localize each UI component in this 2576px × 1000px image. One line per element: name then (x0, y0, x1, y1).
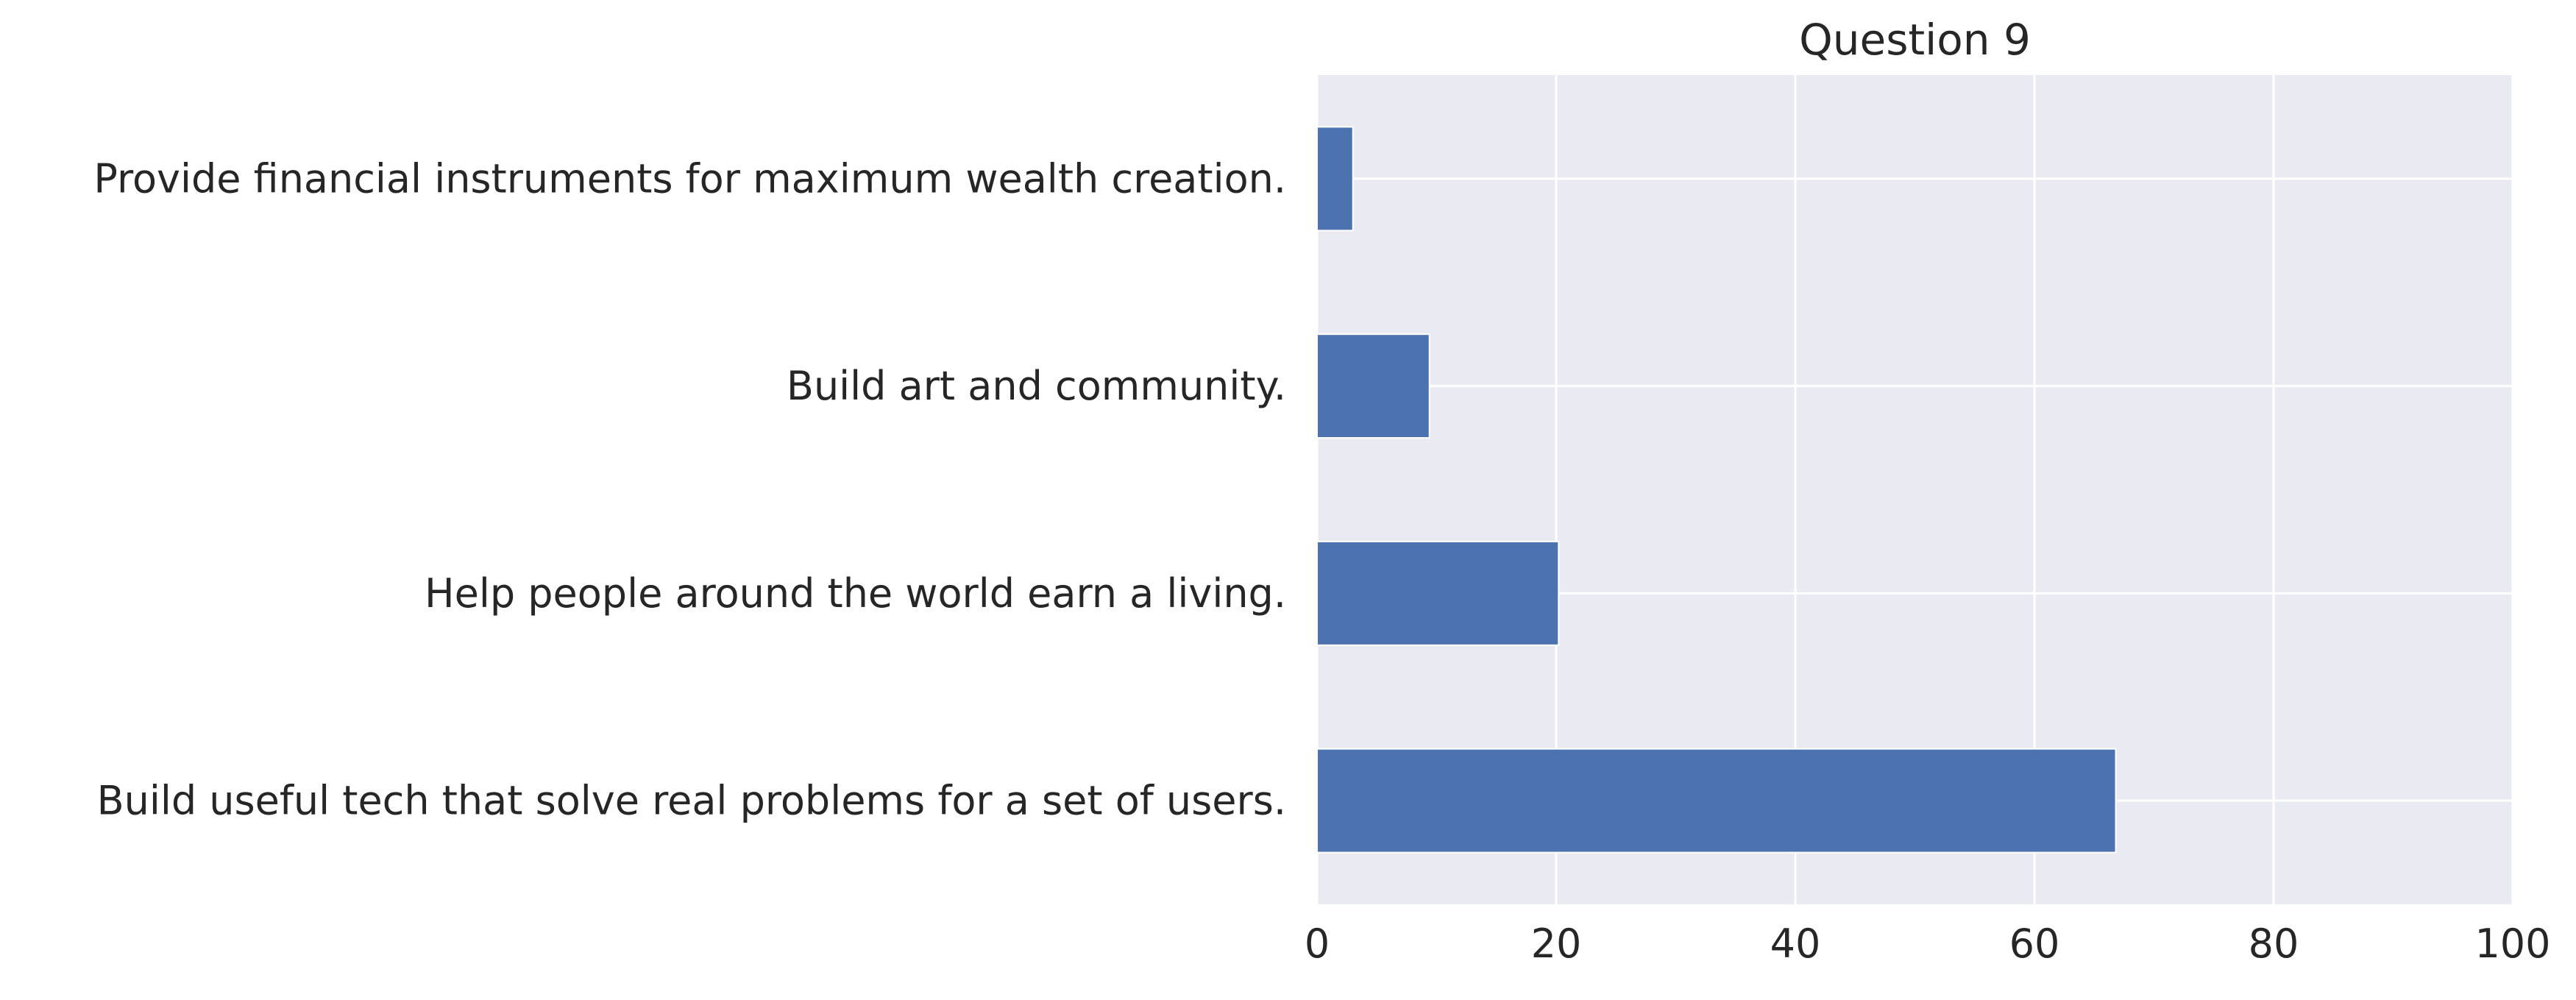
x-tick-label: 80 (2249, 921, 2299, 967)
category-label: Build useful tech that solve real proble… (97, 778, 1286, 824)
x-tick-labels: 0 20 40 60 80 100 (1305, 921, 2551, 967)
category-label: Help people around the world earn a livi… (425, 570, 1286, 617)
category-label: Provide financial instruments for maximu… (93, 155, 1286, 202)
x-tick-label: 0 (1305, 921, 1330, 967)
x-tick-label: 20 (1531, 921, 1582, 967)
chart-title: Question 9 (1799, 15, 2031, 65)
x-tick-label: 60 (2009, 921, 2060, 967)
x-tick-label: 40 (1770, 921, 1821, 967)
bar (1316, 748, 2117, 854)
bar (1316, 126, 1354, 232)
x-tick-label: 100 (2474, 921, 2550, 967)
bar (1316, 540, 1560, 646)
category-labels: Provide financial instruments for maximu… (93, 155, 1286, 823)
bars (1316, 126, 2117, 854)
category-label: Build art and community. (787, 363, 1286, 409)
bar (1316, 333, 1430, 439)
